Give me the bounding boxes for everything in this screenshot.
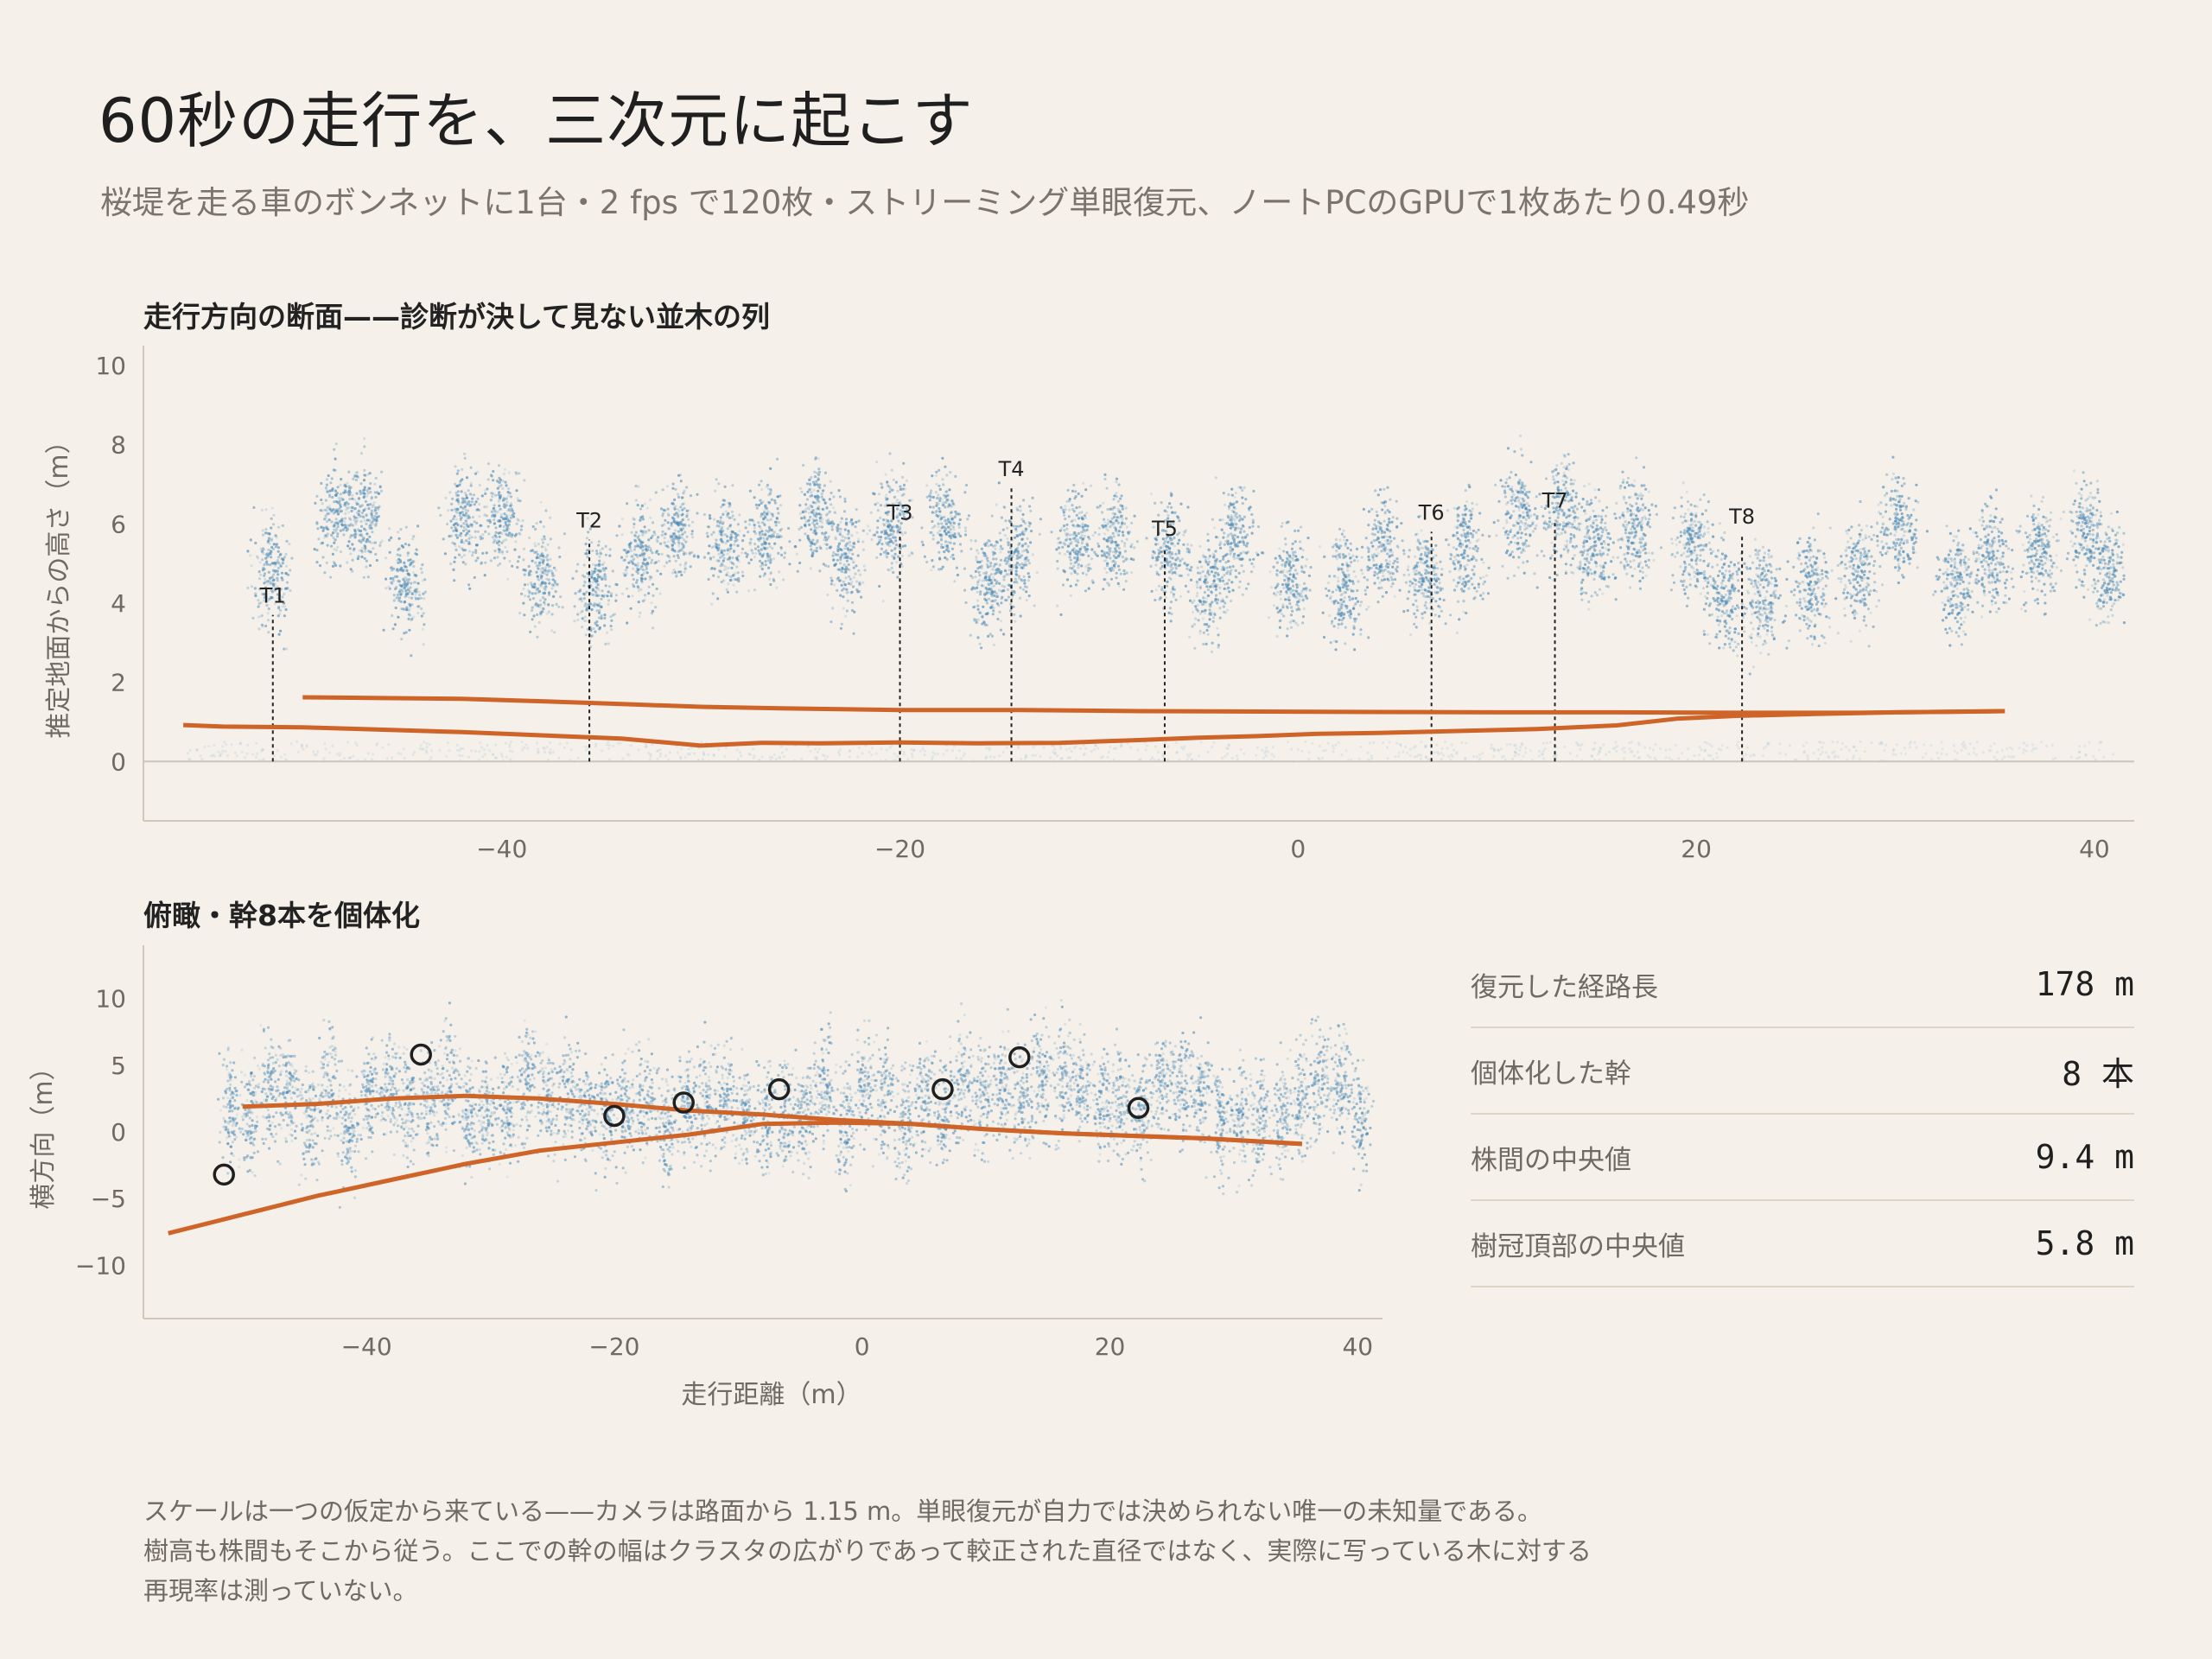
trajectory-upper-line	[302, 695, 2005, 715]
stat-value: 178 m	[2035, 965, 2134, 1003]
stat-label: 樹冠頂部の中央値	[1471, 1230, 1685, 1262]
y-tick-label: 2	[111, 669, 126, 697]
y-tick-label: −5	[91, 1185, 126, 1213]
section-trajectory	[183, 695, 2005, 748]
y-tick-label: 10	[95, 985, 126, 1014]
tree-label: T5	[1151, 517, 1178, 541]
trunk-marker	[603, 1104, 626, 1128]
tree-label: T2	[575, 509, 602, 533]
section-chart: T1 T2 T3 T4 T5 T6 T7 T8 0 2 4 6 8 10 −40 −20 0 20 40 推定地面か…	[44, 346, 2134, 863]
plan-chart: −10 −5 0 5 10 −40 −20 0 20 40 横方向（m） 走行距離（m）	[29, 945, 1382, 1410]
x-tick-label: −20	[588, 1332, 639, 1361]
trunk-marker	[931, 1077, 954, 1101]
stat-value: 9.4 m	[2035, 1138, 2134, 1176]
caption-line: 樹高も株間もそこから従う。ここでの幹の幅はクラスタの広がりであって較正された直径…	[143, 1536, 1592, 1566]
y-axis-label: 推定地面からの高さ（m）	[44, 428, 74, 738]
x-tick-label: 40	[1342, 1332, 1373, 1361]
stat-median-spacing: 株間の中央値 9.4 m	[1471, 1115, 2134, 1201]
page-subtitle: 桜堤を走る車のボンネットに1台・2 fps で120枚・ストリーミング単眼復元、…	[100, 184, 1750, 221]
y-tick-label: 6	[111, 510, 126, 538]
plan-chart-title: 俯瞰・幹8本を個体化	[143, 899, 420, 932]
page-title: 60秒の走行を、三次元に起こす	[99, 86, 974, 156]
stat-label: 復元した経路長	[1471, 971, 1658, 1003]
y-tick-label: 4	[111, 589, 126, 618]
section-point-cloud	[187, 434, 2126, 763]
x-tick-label: −40	[476, 835, 527, 863]
trunk-marker	[1127, 1096, 1150, 1119]
tree-label: T1	[259, 584, 286, 608]
y-tick-label: 0	[111, 747, 126, 776]
section-tree-markers: T1 T2 T3 T4 T5 T6 T7 T8	[259, 457, 1755, 762]
stats-panel: 復元した経路長 178 m 個体化した幹 8 本 株間の中央値 9.4 m 樹冠…	[1471, 942, 2134, 1287]
trunk-marker	[1008, 1046, 1031, 1069]
x-tick-label: 20	[1095, 1332, 1126, 1361]
stat-path-length: 復元した経路長 178 m	[1471, 942, 2134, 1028]
trunk-marker	[213, 1163, 235, 1186]
y-tick-label: 10	[95, 352, 126, 380]
stat-value: 5.8 m	[2035, 1224, 2134, 1262]
x-tick-label: 0	[855, 1332, 870, 1361]
y-tick-label: 8	[111, 431, 126, 460]
tree-label: T8	[1728, 505, 1755, 529]
x-tick-label: 40	[2079, 835, 2110, 863]
stat-trunk-count: 個体化した幹 8 本	[1471, 1028, 2134, 1115]
tree-label: T6	[1418, 500, 1445, 524]
plan-trajectory	[168, 1093, 1302, 1236]
y-tick-label: 0	[111, 1118, 126, 1147]
caption: スケールは一つの仮定から来ている——カメラは路面から 1.15 m。単眼復元が自…	[143, 1491, 1958, 1611]
x-tick-label: 20	[1681, 835, 1712, 863]
section-axes: 0 2 4 6 8 10 −40 −20 0 20 40 推定地面からの高さ（m）	[44, 346, 2134, 863]
plan-axes: −10 −5 0 5 10 −40 −20 0 20 40 横方向（m） 走行距離（m）	[29, 945, 1382, 1410]
tree-label: T3	[887, 500, 913, 524]
x-tick-label: 0	[1290, 835, 1306, 863]
trunk-marker	[767, 1077, 791, 1101]
y-tick-label: −10	[75, 1251, 126, 1280]
y-tick-label: 5	[111, 1052, 126, 1080]
section-chart-title: 走行方向の断面——診断が決して見ない並木の列	[143, 300, 771, 334]
x-tick-label: −40	[341, 1332, 392, 1361]
caption-line: 再現率は測っていない。	[143, 1576, 418, 1605]
trunk-marker	[410, 1043, 432, 1066]
tree-label: T7	[1541, 489, 1568, 513]
x-tick-label: −20	[874, 835, 925, 863]
trajectory-upper-line	[242, 1093, 1302, 1147]
caption-line: スケールは一つの仮定から来ている——カメラは路面から 1.15 m。単眼復元が自…	[143, 1497, 1542, 1526]
stat-label: 株間の中央値	[1471, 1144, 1631, 1176]
stat-median-crown-top: 樹冠頂部の中央値 5.8 m	[1471, 1201, 2134, 1287]
plan-point-cloud	[217, 999, 1376, 1209]
x-axis-label: 走行距離（m）	[681, 1380, 861, 1410]
plan-trunk-markers	[213, 1043, 1150, 1186]
stat-label: 個体化した幹	[1471, 1058, 1631, 1090]
trajectory-lower-line	[183, 709, 2005, 748]
stat-value: 8 本	[2062, 1054, 2134, 1093]
tree-label: T4	[998, 457, 1025, 481]
trunk-marker	[672, 1091, 695, 1114]
y-axis-label: 横方向（m）	[29, 1054, 59, 1209]
